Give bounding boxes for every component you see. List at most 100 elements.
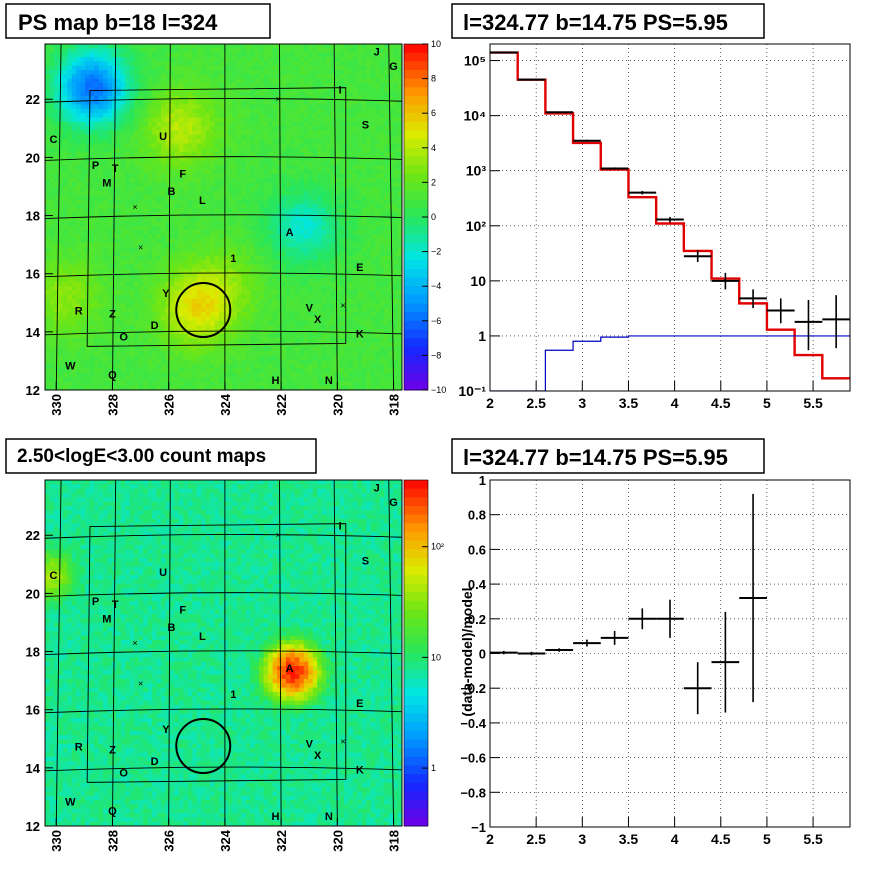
map-pixel [250,238,256,244]
map-pixel [53,260,59,265]
map-pixel [178,178,184,183]
map-pixel [49,385,55,390]
map-pixel [152,61,157,67]
map-pixel [272,169,278,175]
map-pixel [205,286,211,291]
map-pixel [250,320,256,326]
map-pixel [98,69,104,75]
map-pixel [214,225,220,231]
map-pixel [299,208,305,214]
map-pixel [192,351,198,356]
map-pixel [138,238,144,244]
map-pixel [143,372,149,378]
map-pixel [71,160,77,166]
map-pixel [156,260,162,265]
map-pixel [196,372,202,378]
map-pixel [94,82,99,88]
map-pixel [169,364,175,369]
map-pixel [152,260,157,265]
map-pixel [45,165,50,170]
map-pixel [89,320,95,326]
map-pixel [272,316,278,322]
map-pixel [89,329,95,335]
map-pixel [259,247,265,253]
map-pixel [138,242,144,248]
map-pixel [62,56,68,62]
map-pixel [161,303,166,309]
map-pixel [205,56,211,62]
map-pixel [53,264,59,270]
map-pixel [308,199,314,205]
map-pixel [259,268,265,274]
map-pixel [71,268,77,274]
map-pixel [94,186,99,192]
map-pixel [219,372,224,378]
map-pixel [294,134,300,140]
map-pixel [80,217,86,222]
map-pixel [53,130,59,136]
map-pixel [58,255,64,261]
map-pixel [223,381,229,387]
map-pixel [201,186,207,192]
map-pixel [303,264,309,270]
map-pixel [103,268,108,274]
map-pixel [152,130,157,136]
map-pixel [259,234,265,240]
map-pixel [268,247,273,253]
map-pixel [290,95,296,101]
map-pixel [111,346,117,352]
map-pixel [125,264,131,270]
map-pixel [138,346,144,352]
map-pixel [259,238,265,244]
map-pixel [187,355,193,361]
map-pixel [205,294,211,300]
map-pixel [214,208,220,214]
map-pixel [187,204,193,209]
map-pixel [241,126,247,131]
map-pixel [152,48,157,54]
map-pixel [116,147,122,153]
map-pixel [134,312,140,317]
map-pixel [58,372,64,378]
map-pixel [285,117,291,123]
map-pixel [219,333,224,339]
map-pixel [250,229,256,235]
map-pixel [111,121,117,127]
map-pixel [169,351,175,356]
map-pixel [71,74,77,80]
map-pixel [205,268,211,274]
map-pixel [138,268,144,274]
map-pixel [125,195,131,201]
map-pixel [98,61,104,67]
map-pixel [201,316,207,322]
map-pixel [129,377,135,382]
map-pixel [85,69,91,75]
map-pixel [196,221,202,227]
map-pixel [116,368,122,374]
map-pixel [98,364,104,369]
map-pixel [85,74,91,80]
map-pixel [49,338,55,343]
map-pixel [76,113,82,118]
map-pixel [192,229,198,235]
map-pixel [174,355,180,361]
map-pixel [196,364,202,369]
map-pixel [183,44,189,49]
map-pixel [89,260,95,265]
map-pixel [103,377,108,382]
map-pixel [268,229,273,235]
map-pixel [67,199,73,205]
map-pixel [308,342,314,348]
map-pixel [165,312,171,317]
map-pixel [277,338,282,343]
map-pixel [147,52,153,58]
map-pixel [67,242,73,248]
map-pixel [53,338,59,343]
map-pixel [116,100,122,105]
map-pixel [285,61,291,67]
map-pixel [285,126,291,131]
map-pixel [147,247,153,253]
map-pixel [76,290,82,296]
map-pixel [125,199,131,205]
map-pixel [174,277,180,283]
